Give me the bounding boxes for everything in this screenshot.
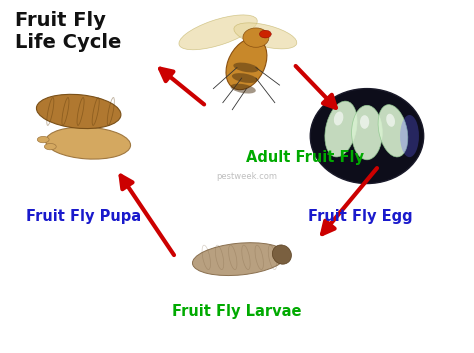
Ellipse shape — [230, 84, 256, 94]
Ellipse shape — [45, 143, 56, 150]
Text: Fruit Fly Egg: Fruit Fly Egg — [308, 209, 412, 225]
Ellipse shape — [234, 23, 297, 49]
Text: Fruit Fly Larvae: Fruit Fly Larvae — [172, 304, 302, 319]
Ellipse shape — [334, 112, 343, 125]
Ellipse shape — [179, 15, 257, 50]
Ellipse shape — [352, 105, 383, 160]
Ellipse shape — [310, 89, 424, 184]
Ellipse shape — [226, 38, 267, 90]
Ellipse shape — [259, 30, 271, 38]
Ellipse shape — [325, 101, 357, 157]
Ellipse shape — [232, 73, 257, 83]
Ellipse shape — [233, 62, 259, 72]
Ellipse shape — [243, 28, 269, 47]
Ellipse shape — [400, 115, 419, 157]
Ellipse shape — [378, 104, 408, 157]
Text: pestweek.com: pestweek.com — [216, 172, 277, 181]
Ellipse shape — [273, 245, 292, 264]
Ellipse shape — [37, 136, 49, 143]
Text: Adult Fruit Fly: Adult Fruit Fly — [246, 150, 365, 164]
Ellipse shape — [386, 114, 395, 127]
Ellipse shape — [192, 243, 286, 276]
Text: Fruit Fly
Life Cycle: Fruit Fly Life Cycle — [15, 11, 121, 52]
Ellipse shape — [36, 94, 121, 128]
Text: Fruit Fly Pupa: Fruit Fly Pupa — [26, 209, 141, 225]
Ellipse shape — [360, 115, 369, 129]
Ellipse shape — [46, 127, 130, 159]
